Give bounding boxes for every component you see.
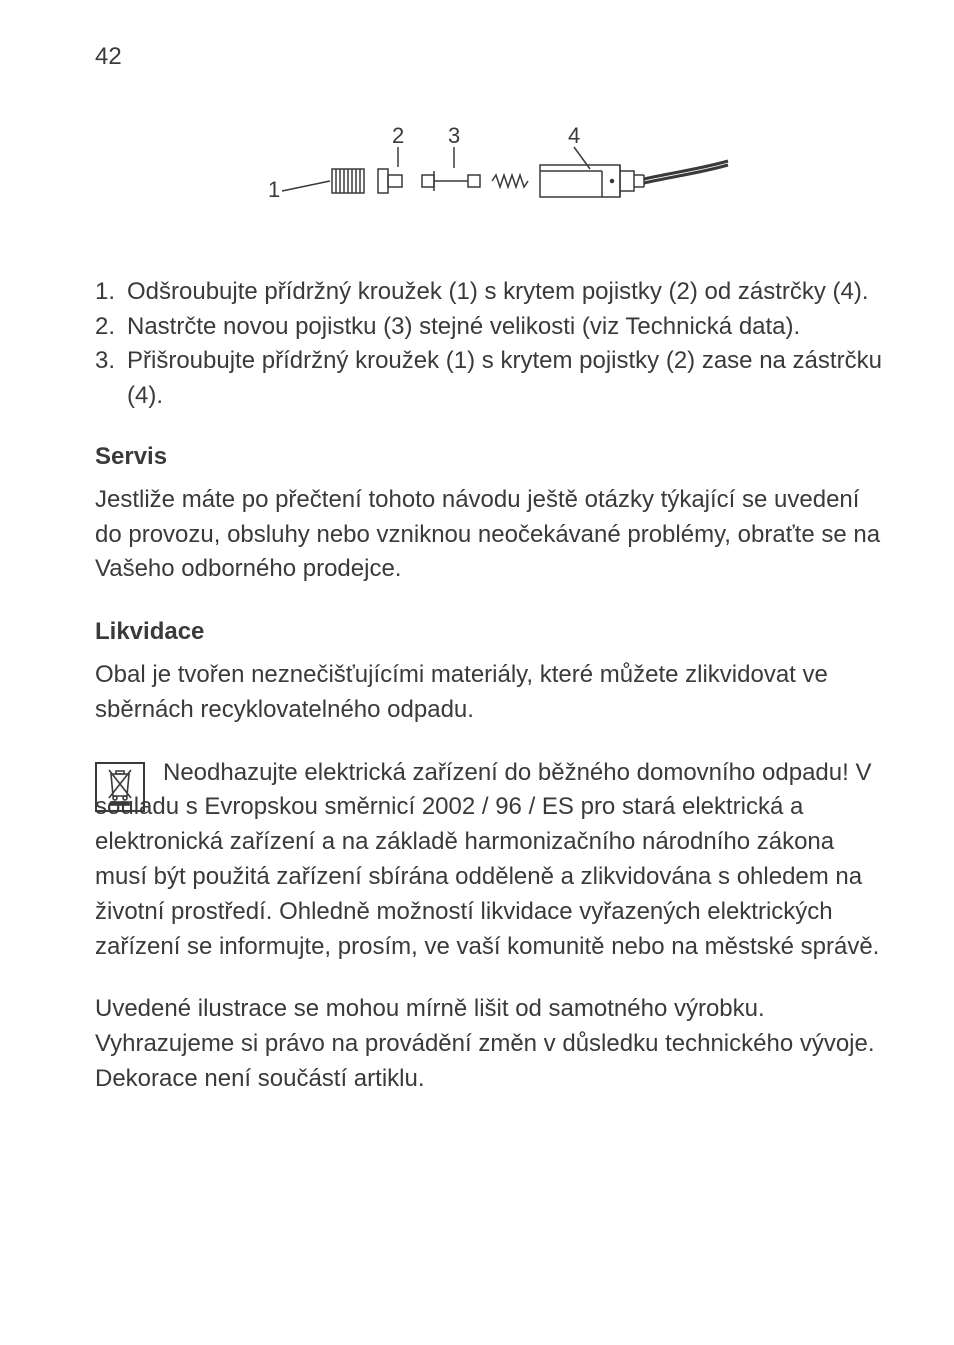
diagram-label-4: 4	[568, 123, 580, 148]
likvidace-body1: Obal je tvořen neznečišťujícími materiál…	[95, 658, 884, 728]
diagram-label-2: 2	[392, 123, 404, 148]
weee-icon	[95, 762, 145, 812]
step-2: Nastrčte novou pojistku (3) stejné velik…	[95, 310, 884, 345]
step-1: Odšroubujte přídržný kroužek (1) s kryte…	[95, 275, 884, 310]
page-number: 42	[95, 40, 884, 75]
servis-heading: Servis	[95, 440, 884, 475]
likvidace-heading: Likvidace	[95, 615, 884, 650]
diagram-label-1: 1	[268, 177, 280, 202]
step-3: Přišroubujte přídržný kroužek (1) s kryt…	[95, 344, 884, 379]
fuse-diagram: 1 2 3 4	[95, 125, 884, 220]
diagram-label-3: 3	[448, 123, 460, 148]
step-3-continuation: (4).	[95, 379, 884, 414]
likvidace-body3: Uvedené ilustrace se mohou mírně lišit o…	[95, 992, 884, 1096]
steps-list: Odšroubujte přídržný kroužek (1) s kryte…	[95, 275, 884, 379]
servis-body: Jestliže máte po přečtení tohoto návodu …	[95, 483, 884, 587]
likvidace-body2: Neodhazujte elektrická zařízení do běžné…	[95, 756, 884, 965]
